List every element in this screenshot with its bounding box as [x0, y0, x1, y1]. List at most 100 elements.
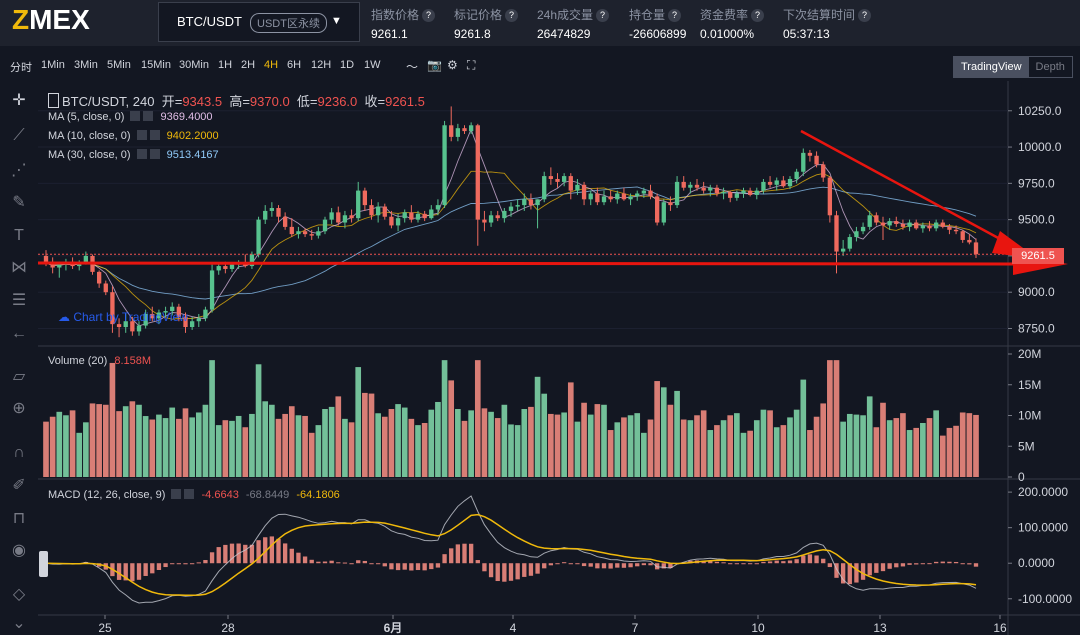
- candle-body: [336, 212, 341, 223]
- timeframe-5[interactable]: 30Min: [179, 59, 209, 71]
- timeframe-6[interactable]: 1H: [218, 59, 233, 71]
- macd-histogram-bar: [442, 554, 447, 564]
- measure-icon[interactable]: ☰: [11, 292, 27, 309]
- chart-area[interactable]: 10250.0 10000.0 9750.0 9500.0 9000.0 8750.0 20…: [38, 81, 1080, 635]
- brush-icon[interactable]: ✎: [12, 194, 26, 211]
- volume-bar: [773, 427, 780, 477]
- high-label: 高=: [229, 94, 250, 109]
- timeframe-8[interactable]: 4H: [264, 59, 279, 71]
- tradingview-watermark[interactable]: ☁ Chart by TradingView: [58, 310, 188, 324]
- timeframe-9[interactable]: 6H: [287, 59, 302, 71]
- x-tick-label: 10: [751, 621, 765, 635]
- stat-1: 标记价格? 9261.8: [454, 6, 519, 41]
- volume-bar: [388, 409, 395, 477]
- candle-body: [502, 210, 507, 219]
- ruler-icon[interactable]: ▱: [12, 368, 26, 385]
- volume-bar: [853, 414, 860, 477]
- lock-icon[interactable]: ⊓: [12, 510, 26, 527]
- volume-bar: [501, 404, 508, 477]
- close-icon[interactable]: [143, 111, 154, 121]
- candle-body: [289, 226, 294, 235]
- volume-bar: [641, 432, 647, 477]
- settings-icon[interactable]: [136, 130, 147, 140]
- volume-bar: [740, 432, 747, 477]
- candle-body: [807, 152, 813, 156]
- candle-body: [927, 225, 932, 229]
- pattern-icon[interactable]: ⋈: [11, 259, 27, 276]
- pair-selector[interactable]: BTC/USDT USDT区永续 ▼: [158, 2, 360, 42]
- volume-bar: [76, 432, 83, 477]
- timeframe-7[interactable]: 2H: [241, 59, 256, 71]
- candle-body: [170, 306, 175, 312]
- y-tick-label: 100.0000: [1018, 521, 1068, 535]
- volume-bar: [634, 413, 641, 477]
- macd-histogram-bar: [375, 563, 381, 565]
- timeframe-12[interactable]: 1W: [364, 59, 381, 71]
- tab-tradingview[interactable]: TradingView: [954, 57, 1029, 77]
- camera-icon[interactable]: 📷: [427, 58, 442, 72]
- settings-icon[interactable]: [136, 149, 147, 159]
- volume-bar: [169, 407, 176, 477]
- candle-body: [641, 190, 647, 194]
- volume-bar: [229, 420, 235, 477]
- help-icon[interactable]: ?: [422, 9, 436, 22]
- candle-body: [960, 231, 965, 240]
- macd-histogram-bar: [223, 544, 228, 564]
- fib-icon[interactable]: ⋰: [11, 162, 27, 179]
- close-icon[interactable]: [149, 130, 160, 140]
- timeframe-10[interactable]: 12H: [311, 59, 332, 71]
- timeframe-3[interactable]: 5Min: [107, 59, 131, 71]
- volume-bar: [621, 417, 627, 477]
- candle-body: [801, 152, 806, 172]
- volume-bar: [581, 402, 587, 477]
- candle-body: [110, 292, 115, 325]
- candle-body: [415, 213, 421, 220]
- settings-icon[interactable]: [171, 489, 182, 499]
- close-icon[interactable]: [184, 489, 195, 499]
- back-arrow-icon[interactable]: ←: [11, 325, 27, 342]
- crosshair-icon[interactable]: ✛: [12, 92, 26, 109]
- indicator-icon[interactable]: 〜: [406, 60, 419, 74]
- timeframe-1[interactable]: 1Min: [41, 59, 65, 71]
- candle-body: [747, 190, 753, 195]
- chevron-down-icon[interactable]: ▼: [331, 15, 342, 27]
- fullscreen-icon[interactable]: ⛶: [467, 58, 476, 72]
- logo[interactable]: ZMEX: [12, 4, 90, 35]
- trend-line-icon[interactable]: ⟋: [13, 127, 25, 144]
- timeframe-2[interactable]: 3Min: [74, 59, 98, 71]
- timeframe-11[interactable]: 1D: [340, 59, 355, 71]
- gear-icon[interactable]: ⚙: [447, 58, 458, 72]
- close-icon[interactable]: [149, 149, 160, 159]
- macd-histogram-bar: [601, 563, 607, 569]
- timeframe-0[interactable]: 分时: [10, 62, 32, 74]
- zoom-in-icon[interactable]: ⊕: [12, 400, 26, 417]
- macd-histogram-bar: [389, 563, 394, 570]
- macd-histogram-bar: [528, 563, 534, 576]
- y-tick-label: 9000.0: [1018, 285, 1055, 299]
- eye-icon[interactable]: ◉: [12, 542, 26, 559]
- magnet-icon[interactable]: ∩: [13, 444, 25, 461]
- help-icon[interactable]: ?: [668, 9, 682, 22]
- volume-bar: [827, 360, 833, 477]
- tab-depth[interactable]: Depth: [1035, 61, 1065, 73]
- macd-histogram-bar: [136, 563, 142, 580]
- top-bar: ZMEX BTC/USDT USDT区永续 ▼ 指数价格? 9261.1 标记价格?…: [0, 0, 1080, 46]
- settings-icon[interactable]: [130, 111, 141, 121]
- timeframe-4[interactable]: 15Min: [141, 59, 171, 71]
- volume-bar: [43, 421, 49, 477]
- text-tool-icon[interactable]: T: [14, 227, 24, 244]
- lock-drawings-icon[interactable]: ✐: [12, 477, 26, 494]
- volume-bar: [435, 401, 441, 477]
- candle-body: [728, 192, 733, 198]
- candle-body: [382, 206, 387, 217]
- help-icon[interactable]: ?: [596, 9, 610, 22]
- help-icon[interactable]: ?: [751, 9, 765, 22]
- help-icon[interactable]: ?: [858, 9, 872, 22]
- volume-bar: [335, 396, 342, 477]
- volume-bar: [209, 360, 215, 477]
- chevron-down-icon[interactable]: ⌄: [12, 615, 26, 632]
- help-icon[interactable]: ?: [505, 9, 519, 22]
- chart-svg[interactable]: 10250.0 10000.0 9750.0 9500.0 9000.0 8750.0 20…: [38, 81, 1080, 635]
- layers-icon[interactable]: ◇: [12, 586, 26, 603]
- candle-body: [103, 283, 108, 293]
